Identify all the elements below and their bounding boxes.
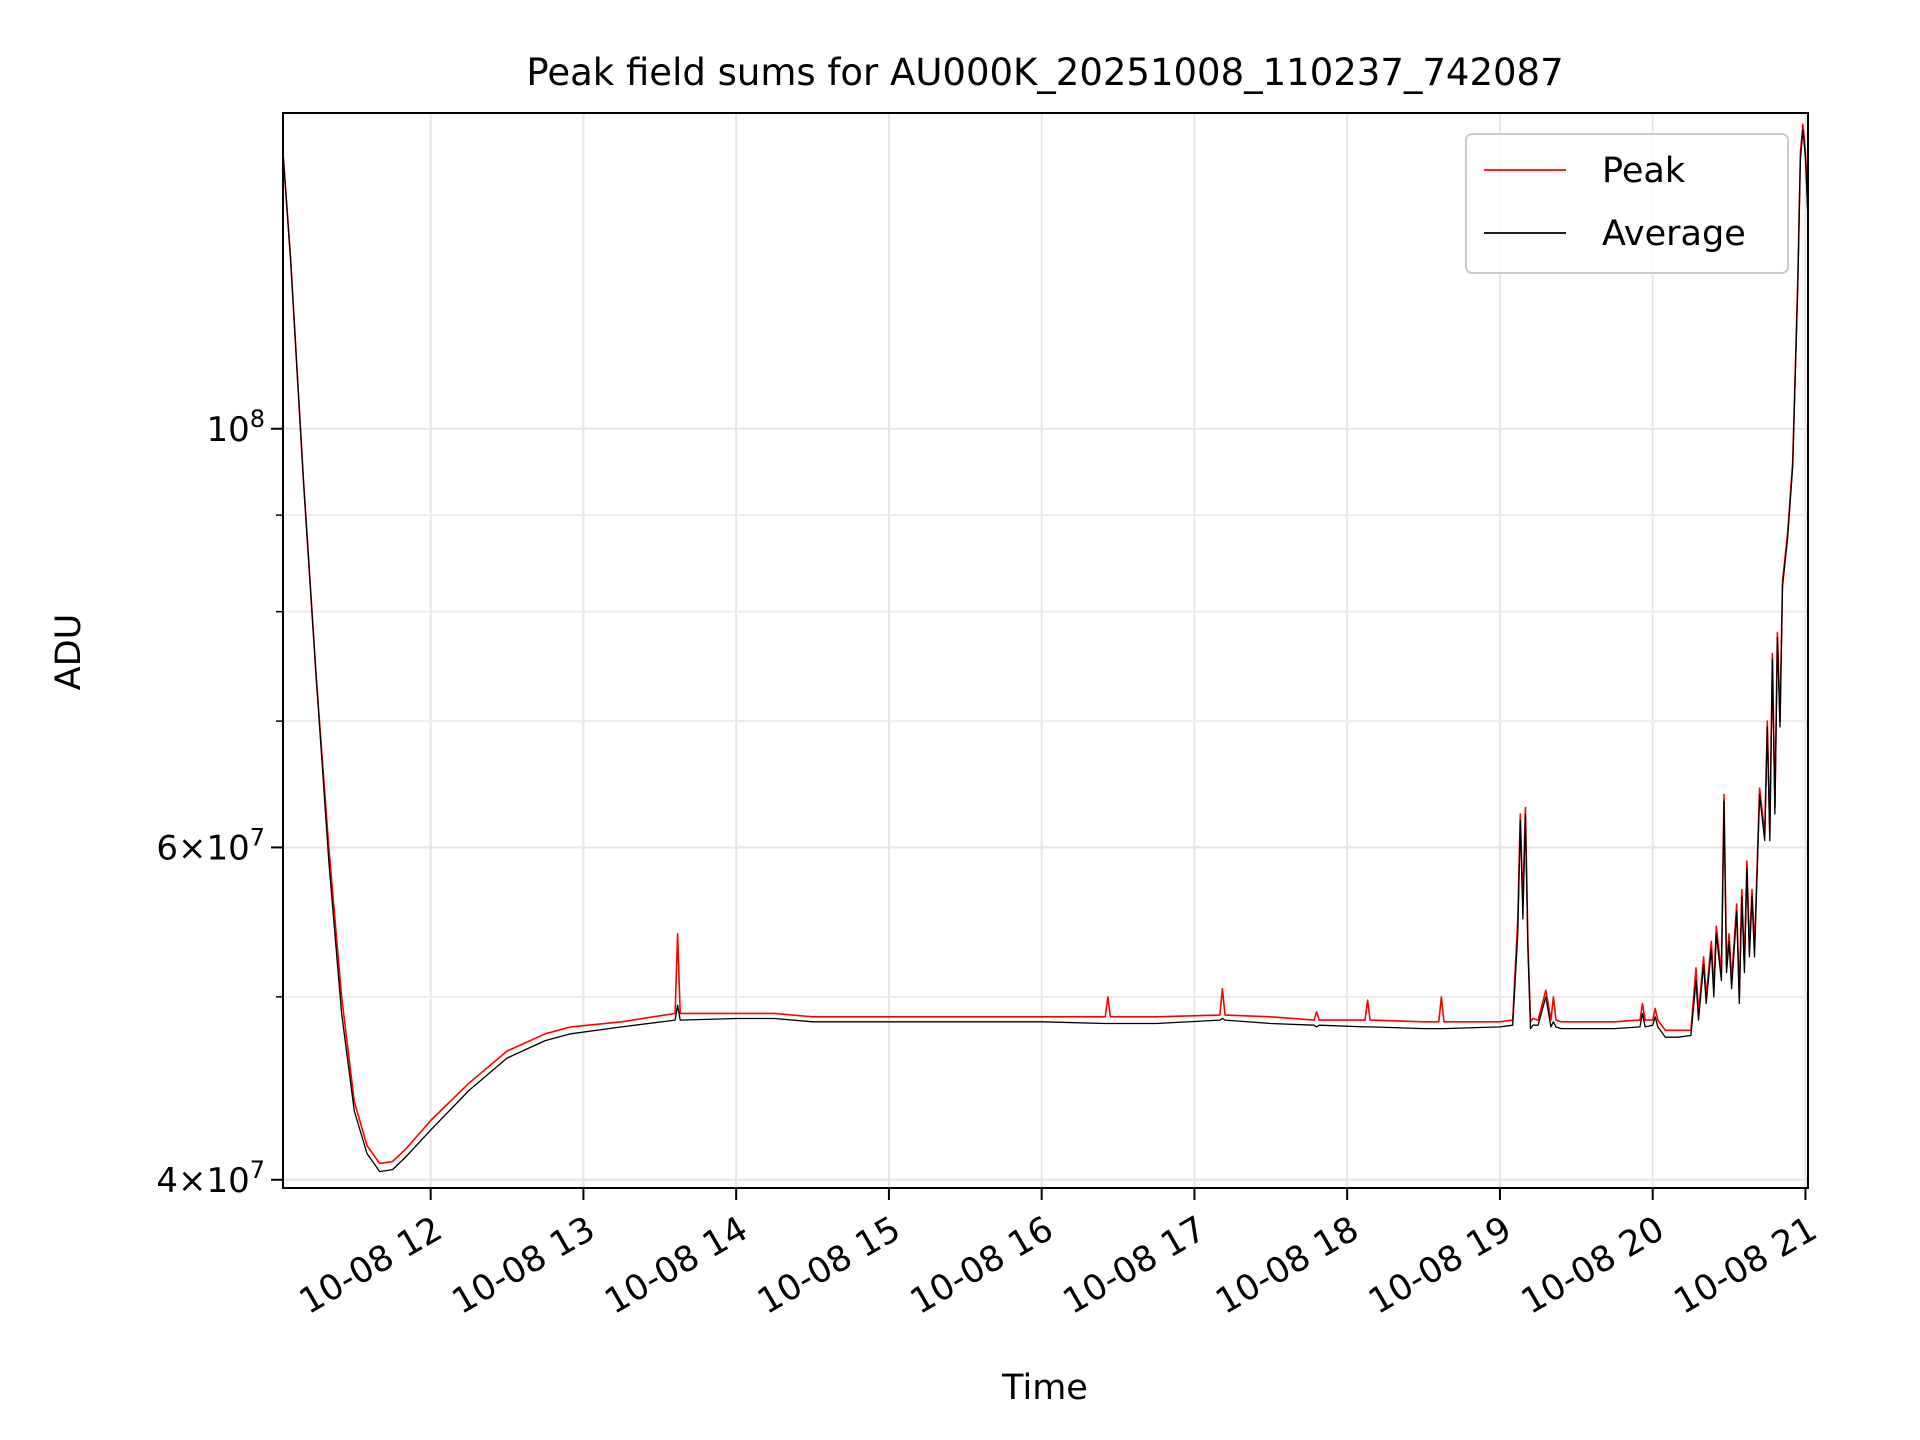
x-axis-label: Time — [1001, 1368, 1088, 1408]
legend: Peak Average — [1465, 133, 1789, 274]
series-layer — [282, 123, 1809, 1173]
chart-title: Peak field sums for AU000K_20251008_1102… — [526, 51, 1563, 94]
plot-frame — [282, 112, 1809, 1189]
gridlines — [283, 113, 1808, 1188]
legend-label-peak: Peak — [1602, 151, 1686, 191]
y-axis-label: ADU — [49, 614, 89, 691]
y-tick-label: 6×107 — [156, 823, 265, 868]
legend-label-average: Average — [1602, 214, 1746, 254]
series-line-average — [282, 129, 1809, 1173]
legend-box — [1465, 133, 1789, 274]
y-tick-label: 4×107 — [156, 1156, 265, 1201]
y-axis: 4×107 6×107 108 — [156, 405, 283, 1201]
y-tick-label: 108 — [206, 405, 265, 450]
